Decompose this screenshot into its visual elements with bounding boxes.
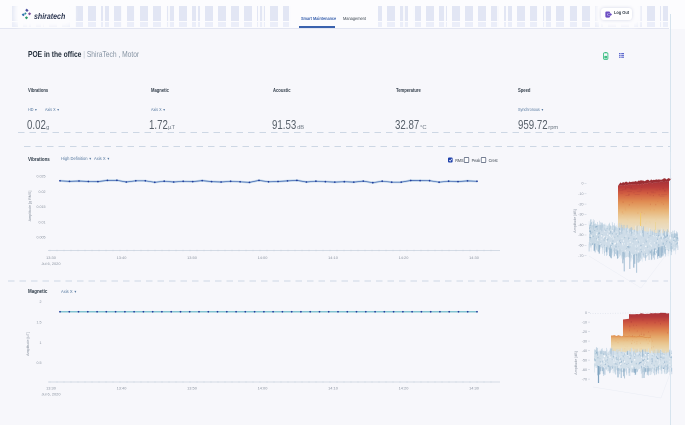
svg-text:-30: -30 [578,213,583,217]
svg-text:14:30: 14:30 [469,386,480,391]
svg-text:13:30: 13:30 [46,255,57,260]
svg-text:Amplitude [dB]: Amplitude [dB] [573,209,577,232]
svg-text:Amplitude [g RMS]: Amplitude [g RMS] [28,191,32,222]
svg-text:-70: -70 [578,254,583,258]
svg-text:RMS: RMS [455,158,464,163]
svg-text:-40: -40 [578,223,583,227]
svg-text:Peak: Peak [472,158,481,163]
svg-text:0.5: 0.5 [37,361,42,365]
svg-text:0: 0 [582,182,584,186]
svg-text:shiratech: shiratech [34,11,66,21]
svg-text:0.02: 0.02 [39,190,46,194]
svg-text:14:20: 14:20 [399,386,410,391]
svg-text:-10: -10 [582,320,587,324]
svg-text:1.5: 1.5 [37,320,42,324]
svg-text:0.025: 0.025 [37,175,46,179]
svg-text:14:10: 14:10 [328,255,339,260]
svg-text:-60: -60 [578,244,583,248]
svg-text:-50: -50 [578,233,583,237]
svg-text:13:40: 13:40 [117,386,128,391]
svg-text:13:30: 13:30 [46,386,57,391]
svg-text:1: 1 [40,341,42,345]
svg-text:13:50: 13:50 [187,255,198,260]
svg-text:-20: -20 [582,330,587,334]
svg-text:13:50: 13:50 [187,386,198,391]
svg-text:-10: -10 [578,192,583,196]
svg-text:0.01: 0.01 [39,220,46,224]
svg-text:0: 0 [585,311,587,315]
svg-text:14:30: 14:30 [469,255,480,260]
svg-text:14:10: 14:10 [328,386,339,391]
svg-text:0.005: 0.005 [37,236,46,240]
svg-text:-50: -50 [582,358,587,362]
svg-text:Crest: Crest [489,158,499,163]
svg-text:Jul 6, 2020: Jul 6, 2020 [41,392,61,397]
svg-text:-20: -20 [578,202,583,206]
svg-text:-40: -40 [582,349,587,353]
svg-text:13:40: 13:40 [117,255,128,260]
svg-text:-30: -30 [582,339,587,343]
svg-text:Jul 6, 2020: Jul 6, 2020 [41,261,61,266]
svg-text:-70: -70 [582,377,587,381]
svg-text:14:00: 14:00 [258,386,269,391]
svg-text:14:00: 14:00 [258,255,269,260]
svg-text:2: 2 [40,300,42,304]
svg-text:0.015: 0.015 [37,205,46,209]
svg-text:14:20: 14:20 [399,255,410,260]
svg-text:-60: -60 [582,368,587,372]
svg-text:Amplitude [uT]: Amplitude [uT] [26,332,30,356]
svg-text:Amplitude [dB]: Amplitude [dB] [574,351,578,374]
